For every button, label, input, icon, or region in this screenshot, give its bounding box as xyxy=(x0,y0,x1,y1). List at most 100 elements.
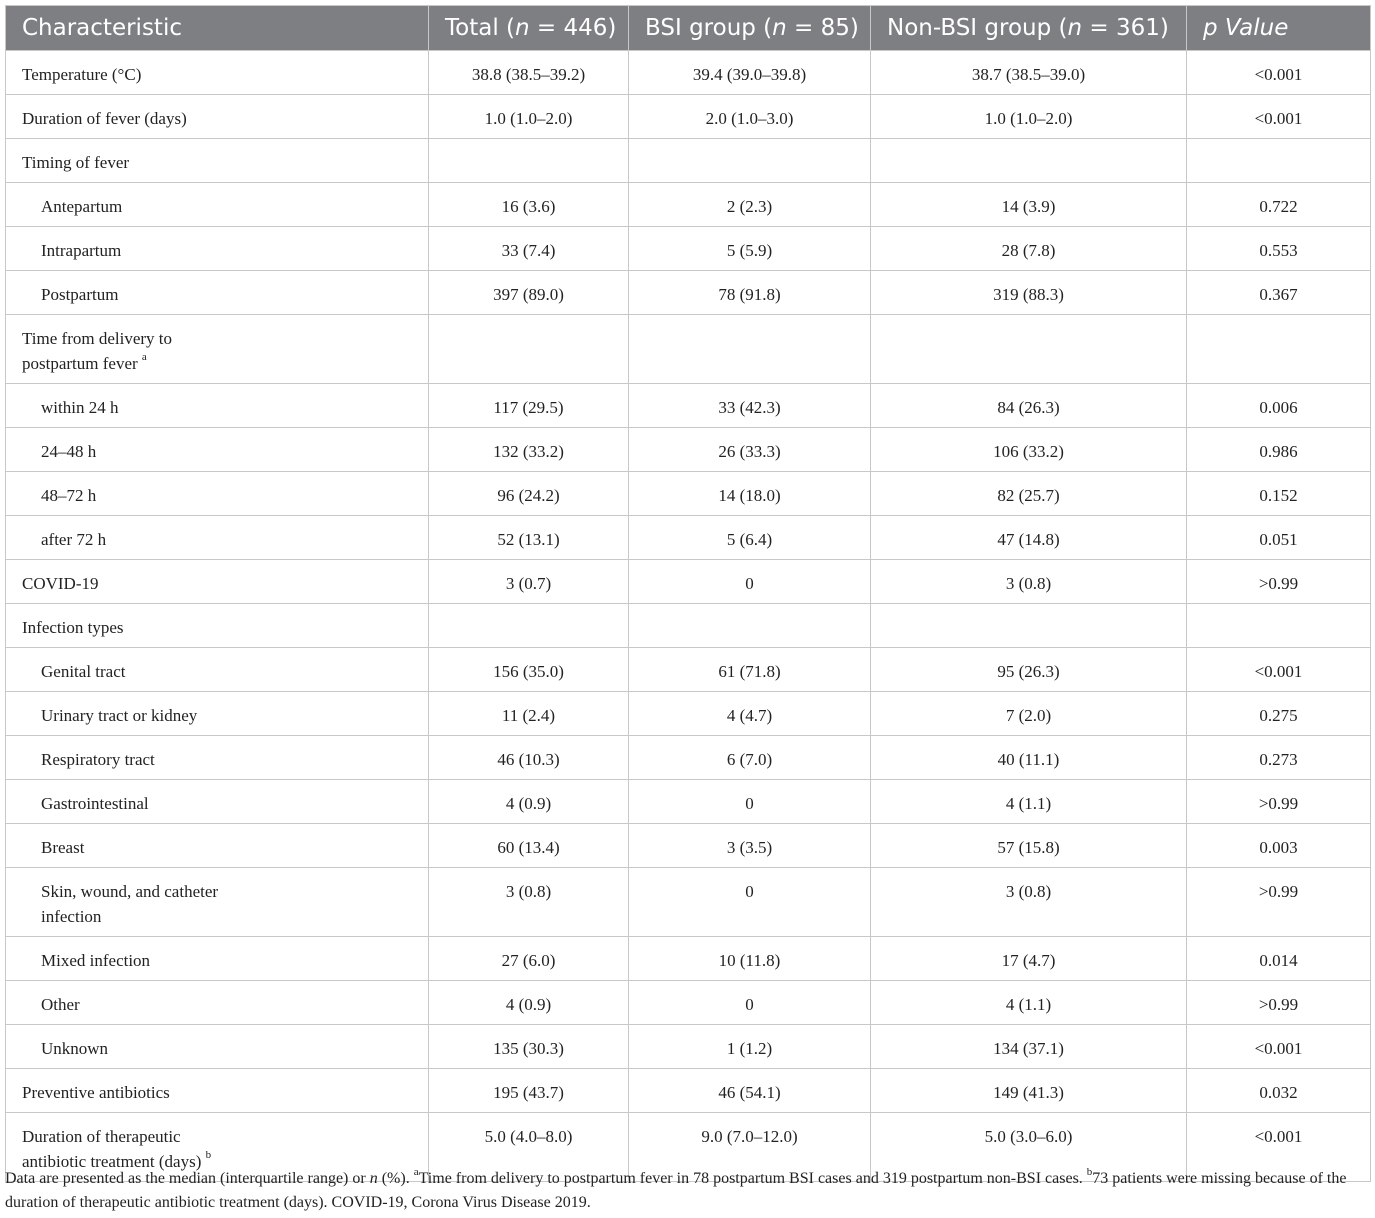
cell-total: 11 (2.4) xyxy=(428,691,629,736)
row-label-line2: infection xyxy=(41,907,102,926)
cell-non-bsi xyxy=(870,603,1187,648)
table-row: Duration of therapeutic antibiotic treatm… xyxy=(5,1112,1371,1182)
cell-non-bsi: 319 (88.3) xyxy=(870,270,1187,315)
cell-total: 135 (30.3) xyxy=(428,1024,629,1069)
cell-non-bsi xyxy=(870,314,1187,384)
row-label-line1: Skin, wound, and catheter xyxy=(41,882,219,901)
header-characteristic: Characteristic xyxy=(5,5,429,51)
table-footnote: Data are presented as the median (interq… xyxy=(5,1165,1347,1211)
table-row: COVID-19 3 (0.7) 0 3 (0.8) >0.99 xyxy=(5,559,1371,604)
row-label: Preventive antibiotics xyxy=(5,1068,429,1113)
cell-non-bsi: 95 (26.3) xyxy=(870,647,1187,692)
cell-non-bsi: 3 (0.8) xyxy=(870,559,1187,604)
cell-p-value: <0.001 xyxy=(1186,1024,1371,1069)
cell-total: 132 (33.2) xyxy=(428,427,629,472)
table-row: Temperature (°C) 38.8 (38.5–39.2) 39.4 (39… xyxy=(5,50,1371,95)
row-label: COVID-19 xyxy=(5,559,429,604)
table-row: 24–48 h 132 (33.2) 26 (33.3) 106 (33.2) 0.98… xyxy=(5,427,1371,472)
cell-bsi: 0 xyxy=(628,867,871,937)
row-label: Timing of fever xyxy=(5,138,429,183)
cell-p-value: <0.001 xyxy=(1186,647,1371,692)
cell-p-value: 0.003 xyxy=(1186,823,1371,868)
table-row: Unknown 135 (30.3) 1 (1.2) 134 (37.1) <0.001 xyxy=(5,1024,1371,1069)
cell-p-value: <0.001 xyxy=(1186,94,1371,139)
cell-bsi: 61 (71.8) xyxy=(628,647,871,692)
cell-non-bsi: 7 (2.0) xyxy=(870,691,1187,736)
table-row: Gastrointestinal 4 (0.9) 0 4 (1.1) >0.99 xyxy=(5,779,1371,824)
cell-non-bsi: 134 (37.1) xyxy=(870,1024,1187,1069)
cell-p-value: 0.006 xyxy=(1186,383,1371,428)
row-label: 24–48 h xyxy=(5,427,429,472)
table-row: Urinary tract or kidney 11 (2.4) 4 (4.7) 7 … xyxy=(5,691,1371,736)
cell-p-value: <0.001 xyxy=(1186,50,1371,95)
cell-bsi xyxy=(628,314,871,384)
table-row: Duration of fever (days) 1.0 (1.0–2.0) 2.0… xyxy=(5,94,1371,139)
table-row: Breast 60 (13.4) 3 (3.5) 57 (15.8) 0.003 xyxy=(5,823,1371,868)
cell-total: 27 (6.0) xyxy=(428,936,629,981)
cell-non-bsi: 82 (25.7) xyxy=(870,471,1187,516)
cell-bsi: 46 (54.1) xyxy=(628,1068,871,1113)
row-label: Genital tract xyxy=(5,647,429,692)
cell-p-value: 0.986 xyxy=(1186,427,1371,472)
cell-p-value: >0.99 xyxy=(1186,559,1371,604)
row-label: Time from delivery to postpartum fever a xyxy=(5,314,429,384)
cell-non-bsi: 28 (7.8) xyxy=(870,226,1187,271)
cell-non-bsi: 1.0 (1.0–2.0) xyxy=(870,94,1187,139)
cell-total: 38.8 (38.5–39.2) xyxy=(428,50,629,95)
row-label: within 24 h xyxy=(5,383,429,428)
row-label: Breast xyxy=(5,823,429,868)
cell-total: 96 (24.2) xyxy=(428,471,629,516)
cell-non-bsi: 84 (26.3) xyxy=(870,383,1187,428)
row-label: Intrapartum xyxy=(5,226,429,271)
cell-bsi: 5 (5.9) xyxy=(628,226,871,271)
row-label: Postpartum xyxy=(5,270,429,315)
row-label: Antepartum xyxy=(5,182,429,227)
cell-total: 46 (10.3) xyxy=(428,735,629,780)
row-label-line2: antibiotic treatment (days) xyxy=(22,1152,202,1171)
row-label-line1: Duration of therapeutic xyxy=(22,1127,181,1146)
cell-bsi: 2 (2.3) xyxy=(628,182,871,227)
cell-total: 156 (35.0) xyxy=(428,647,629,692)
table-row: Skin, wound, and catheter infection 3 (0.8… xyxy=(5,867,1371,937)
cell-bsi: 0 xyxy=(628,980,871,1025)
table-row: Genital tract 156 (35.0) 61 (71.8) 95 (26.3… xyxy=(5,647,1371,692)
cell-p-value: 0.553 xyxy=(1186,226,1371,271)
cell-non-bsi: 47 (14.8) xyxy=(870,515,1187,560)
cell-bsi: 78 (91.8) xyxy=(628,270,871,315)
cell-total: 1.0 (1.0–2.0) xyxy=(428,94,629,139)
cell-p-value: 0.051 xyxy=(1186,515,1371,560)
cell-bsi: 0 xyxy=(628,779,871,824)
cell-non-bsi: 14 (3.9) xyxy=(870,182,1187,227)
footnote-marker: b xyxy=(205,1149,212,1162)
cell-non-bsi: 57 (15.8) xyxy=(870,823,1187,868)
cell-total: 16 (3.6) xyxy=(428,182,629,227)
cell-total xyxy=(428,603,629,648)
cell-non-bsi: 17 (4.7) xyxy=(870,936,1187,981)
cell-bsi: 6 (7.0) xyxy=(628,735,871,780)
row-label: Mixed infection xyxy=(5,936,429,981)
cell-non-bsi: 5.0 (3.0–6.0) xyxy=(870,1112,1187,1182)
cell-total: 60 (13.4) xyxy=(428,823,629,868)
table-row: Time from delivery to postpartum fever a xyxy=(5,314,1371,384)
row-label: Other xyxy=(5,980,429,1025)
row-label: Respiratory tract xyxy=(5,735,429,780)
cell-total xyxy=(428,314,629,384)
table-row: Respiratory tract 46 (10.3) 6 (7.0) 40 (11.… xyxy=(5,735,1371,780)
cell-bsi: 2.0 (1.0–3.0) xyxy=(628,94,871,139)
cell-total: 33 (7.4) xyxy=(428,226,629,271)
table-row: Postpartum 397 (89.0) 78 (91.8) 319 (88.3) 0… xyxy=(5,270,1371,315)
cell-bsi: 33 (42.3) xyxy=(628,383,871,428)
row-label: after 72 h xyxy=(5,515,429,560)
cell-total: 4 (0.9) xyxy=(428,980,629,1025)
cell-total: 5.0 (4.0–8.0) xyxy=(428,1112,629,1182)
row-label: Skin, wound, and catheter infection xyxy=(5,867,429,937)
table-row: after 72 h 52 (13.1) 5 (6.4) 47 (14.8) 0.051 xyxy=(5,515,1371,560)
cell-total xyxy=(428,138,629,183)
table-body: Temperature (°C) 38.8 (38.5–39.2) 39.4 (39… xyxy=(5,50,1371,1182)
header-p-value: p Value xyxy=(1186,5,1371,51)
footnote-marker: a xyxy=(141,351,147,364)
cell-non-bsi: 3 (0.8) xyxy=(870,867,1187,937)
cell-total: 3 (0.7) xyxy=(428,559,629,604)
cell-p-value: 0.273 xyxy=(1186,735,1371,780)
cell-total: 397 (89.0) xyxy=(428,270,629,315)
